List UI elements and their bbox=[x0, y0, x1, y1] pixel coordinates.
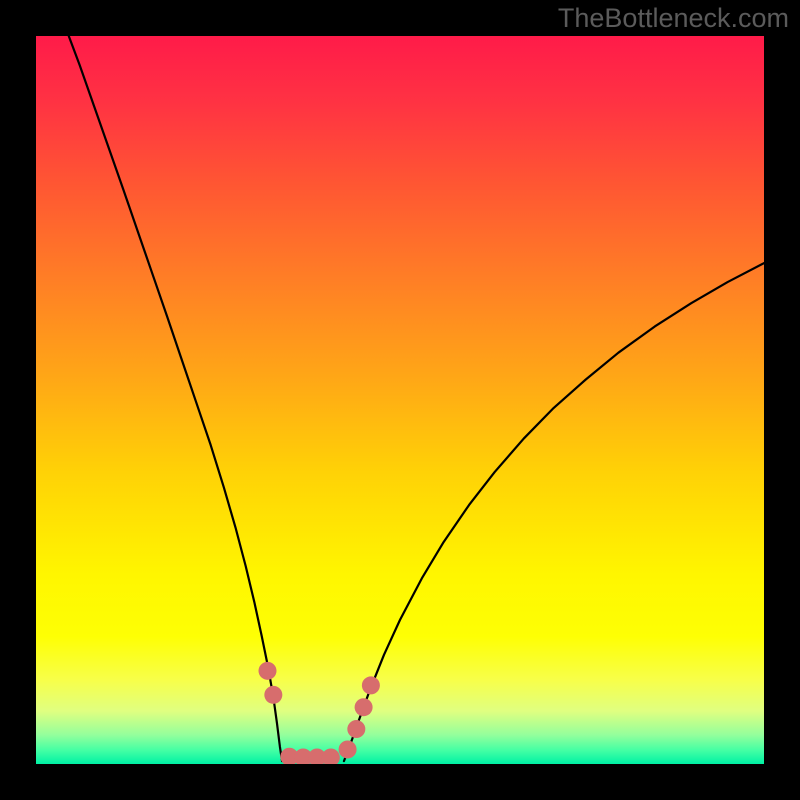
watermark-text: TheBottleneck.com bbox=[558, 3, 789, 34]
marker-group bbox=[259, 662, 380, 764]
plot-area bbox=[36, 36, 764, 764]
marker-dot bbox=[355, 698, 373, 716]
marker-dot bbox=[362, 676, 380, 694]
marker-dot bbox=[347, 720, 365, 738]
frame-left bbox=[0, 36, 36, 764]
frame-bottom bbox=[0, 764, 800, 800]
plot-overlay bbox=[36, 36, 764, 764]
frame-right bbox=[764, 36, 800, 764]
canvas: TheBottleneck.com bbox=[0, 0, 800, 800]
curve-left bbox=[69, 36, 282, 761]
curve-right bbox=[344, 263, 764, 761]
marker-dot bbox=[322, 748, 340, 764]
marker-dot bbox=[264, 686, 282, 704]
marker-dot bbox=[339, 740, 357, 758]
marker-dot bbox=[259, 662, 277, 680]
